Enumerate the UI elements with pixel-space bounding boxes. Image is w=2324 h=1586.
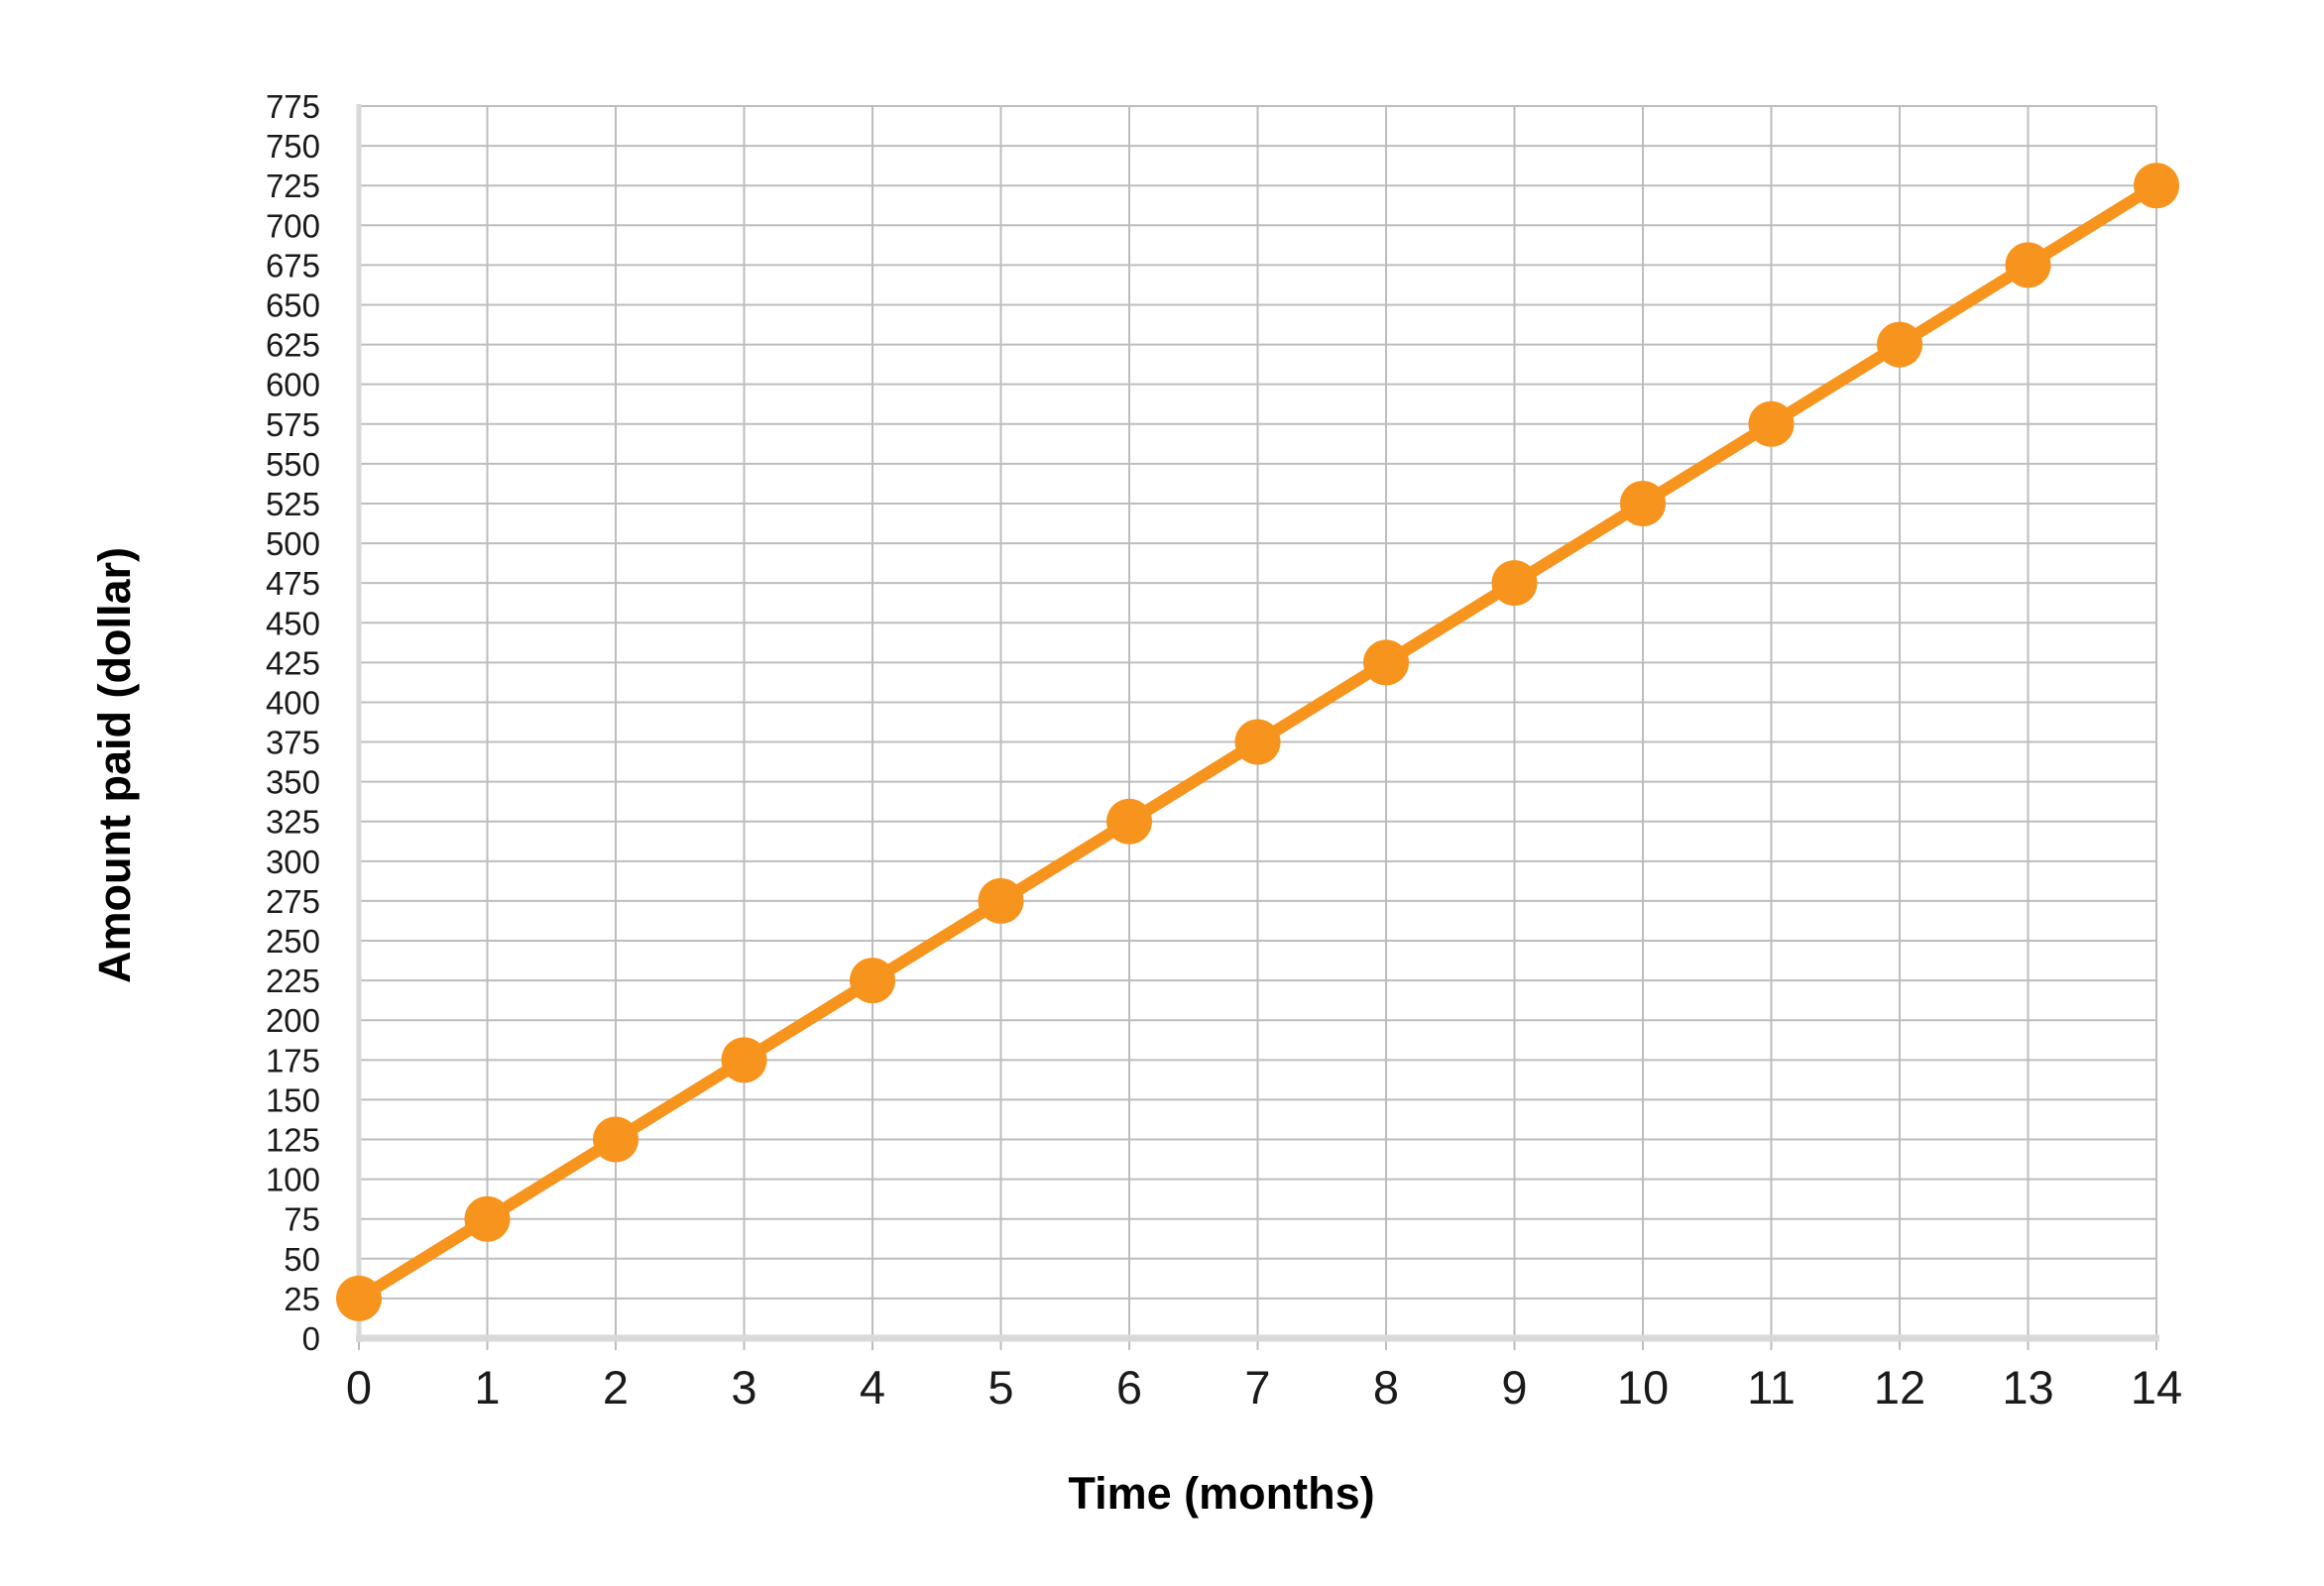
data-point — [1748, 400, 1795, 447]
y-tick-label: 150 — [266, 1081, 320, 1118]
y-tick-label: 575 — [266, 406, 320, 443]
y-tick-label: 300 — [266, 844, 320, 880]
x-tick-label: 9 — [1501, 1361, 1527, 1414]
x-tick-label: 1 — [474, 1361, 500, 1414]
y-tick-label: 400 — [266, 684, 320, 721]
y-tick-label: 525 — [266, 486, 320, 522]
y-tick-label: 325 — [266, 804, 320, 841]
y-tick-label: 475 — [266, 565, 320, 602]
y-axis-title: Amount paid (dollar) — [89, 547, 140, 983]
data-point — [464, 1195, 511, 1242]
y-tick-label: 775 — [266, 88, 320, 125]
data-point — [721, 1037, 767, 1083]
y-tick-label: 725 — [266, 168, 320, 204]
x-tick-label: 8 — [1373, 1361, 1399, 1414]
x-tick-label: 6 — [1116, 1361, 1142, 1414]
y-tick-label: 675 — [266, 247, 320, 283]
y-tick-label: 250 — [266, 923, 320, 960]
y-tick-label: 350 — [266, 764, 320, 801]
y-tick-label: 500 — [266, 525, 320, 562]
data-point — [1491, 560, 1538, 607]
y-tick-label: 25 — [284, 1281, 320, 1317]
data-point — [1620, 480, 1666, 526]
y-tick-label: 100 — [266, 1162, 320, 1198]
series — [336, 163, 2179, 1321]
x-tick-label: 2 — [603, 1361, 629, 1414]
x-tick-label: 7 — [1244, 1361, 1270, 1414]
data-point — [1234, 719, 1281, 765]
y-tick-label: 175 — [266, 1042, 320, 1078]
grid — [359, 105, 2157, 1338]
data-point — [2005, 242, 2051, 288]
data-point — [336, 1275, 382, 1321]
y-tick-label: 200 — [266, 1002, 320, 1039]
y-tick-label: 275 — [266, 883, 320, 920]
axes — [356, 104, 2159, 1350]
x-tick-label: 13 — [2002, 1361, 2053, 1414]
x-tick-label: 12 — [1874, 1361, 1925, 1414]
x-tick-label: 5 — [988, 1361, 1013, 1414]
data-point — [978, 877, 1024, 924]
y-tick-label: 600 — [266, 367, 320, 403]
y-tick-label: 625 — [266, 327, 320, 364]
x-tick-label: 0 — [346, 1361, 372, 1414]
x-axis-title: Time (months) — [1068, 1468, 1374, 1519]
x-tick-label: 3 — [731, 1361, 756, 1414]
y-tick-label: 0 — [302, 1320, 320, 1357]
data-point — [1877, 321, 1922, 368]
y-tick-label: 700 — [266, 207, 320, 244]
data-point — [1363, 639, 1409, 686]
x-tick-label: 4 — [860, 1361, 885, 1414]
y-tick-label: 125 — [266, 1122, 320, 1159]
data-point — [593, 1116, 639, 1163]
y-tick-label: 425 — [266, 644, 320, 681]
y-tick-label: 225 — [266, 963, 320, 999]
data-point — [2134, 163, 2179, 209]
data-point — [1106, 798, 1152, 845]
y-tick-label: 550 — [266, 446, 320, 483]
x-tick-label: 10 — [1617, 1361, 1669, 1414]
y-tick-label: 750 — [266, 128, 320, 165]
y-tick-label: 50 — [284, 1241, 320, 1278]
x-tick-label: 11 — [1747, 1361, 1796, 1414]
y-tick-label: 650 — [266, 286, 320, 323]
y-tick-label: 450 — [266, 605, 320, 641]
y-tick-label: 75 — [284, 1201, 320, 1238]
x-tick-label: 14 — [2131, 1361, 2182, 1414]
y-tick-label: 375 — [266, 725, 320, 761]
data-point — [850, 958, 895, 1004]
x-tick-labels: 0 1 2 3 4 5 6 7 8 9 10 11 12 13 14 — [346, 1361, 2182, 1414]
